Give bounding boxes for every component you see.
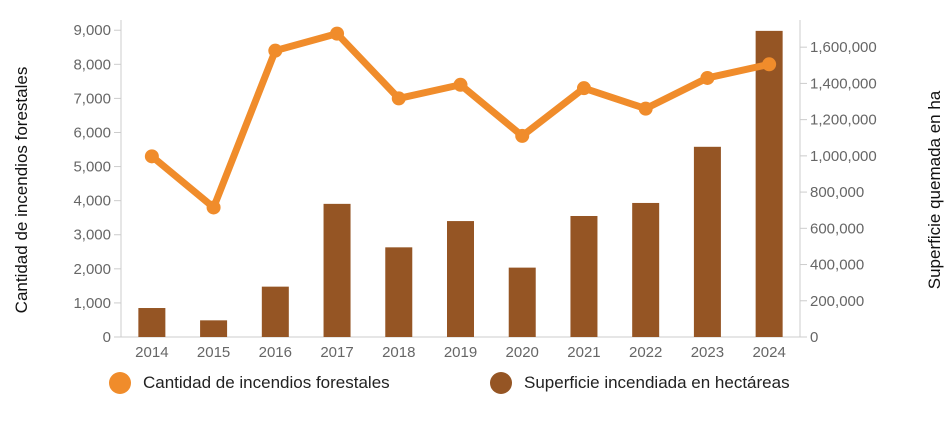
- right-tick-label: 0: [810, 329, 818, 346]
- line-point: [453, 77, 468, 92]
- bar-series: [138, 30, 783, 338]
- left-tick-label: 6,000: [73, 124, 111, 141]
- left-axis-title: Cantidad de incendios forestales: [12, 67, 31, 314]
- left-tick-label: 4,000: [73, 193, 111, 210]
- left-tick-label: 9,000: [73, 22, 111, 39]
- left-axis: 0 1,000 2,000 3,000 4,000 5,000 6,000 7,000 8,00…: [73, 20, 122, 346]
- line-point: [762, 57, 777, 72]
- right-tick-label: 400,000: [810, 257, 864, 274]
- bar: [138, 308, 166, 337]
- left-tick-label: 5,000: [73, 159, 111, 176]
- line-point: [144, 149, 159, 164]
- right-tick-label: 1,200,000: [810, 112, 877, 129]
- x-tick-label: 2019: [444, 344, 477, 361]
- right-tick-label: 800,000: [810, 184, 864, 201]
- bar: [570, 215, 598, 337]
- x-tick-label: 2018: [382, 344, 415, 361]
- line-point: [391, 91, 406, 106]
- bar: [508, 267, 536, 337]
- legend-swatch-bar: [490, 372, 512, 394]
- x-tick-label: 2022: [629, 344, 662, 361]
- left-tick-label: 7,000: [73, 90, 111, 107]
- x-tick-label: 2024: [752, 344, 785, 361]
- line-point: [576, 81, 591, 96]
- right-tick-label: 600,000: [810, 220, 864, 237]
- line-point: [638, 101, 653, 116]
- left-tick-label: 0: [103, 329, 111, 346]
- bar: [632, 202, 660, 337]
- right-tick-label: 1,000,000: [810, 148, 877, 165]
- left-tick-label: 8,000: [73, 56, 111, 73]
- line-point: [700, 70, 715, 85]
- x-tick-label: 2020: [506, 344, 539, 361]
- right-tick-label: 200,000: [810, 293, 864, 310]
- bar: [261, 286, 289, 337]
- x-tick-label: 2015: [197, 344, 230, 361]
- line-point: [268, 43, 283, 58]
- right-axis: 0 200,000 400,000 600,000 800,000 1,000,000 1,…: [799, 20, 877, 346]
- bar: [693, 146, 721, 337]
- x-tick-label: 2021: [567, 344, 600, 361]
- bar: [755, 30, 783, 338]
- x-tick-label: 2017: [320, 344, 353, 361]
- line-point: [330, 26, 345, 41]
- x-tick-label: 2023: [691, 344, 724, 361]
- bar: [200, 320, 228, 337]
- legend-item-line: Cantidad de incendios forestales: [109, 372, 390, 394]
- right-tick-label: 1,400,000: [810, 75, 877, 92]
- line-point: [206, 200, 221, 215]
- left-tick-label: 3,000: [73, 227, 111, 244]
- right-axis-title: Superficie quemada en ha: [925, 90, 944, 289]
- legend-swatch-line: [109, 372, 131, 394]
- bar: [385, 247, 413, 337]
- x-tick-label: 2016: [259, 344, 292, 361]
- legend-label-bar: Superficie incendiada en hectáreas: [524, 373, 790, 392]
- bar: [323, 203, 351, 337]
- x-tick-label: 2014: [135, 344, 168, 361]
- series-line: [148, 30, 773, 211]
- right-tick-label: 1,600,000: [810, 39, 877, 56]
- bar: [447, 221, 474, 337]
- left-tick-label: 2,000: [73, 261, 111, 278]
- line-point: [515, 128, 530, 143]
- x-axis: 2014 2015 2016 2017 2018 2019 2020 2021 2022 2023…: [121, 336, 800, 361]
- legend-label-line: Cantidad de incendios forestales: [143, 373, 390, 392]
- left-tick-label: 1,000: [73, 295, 111, 312]
- legend-item-bar: Superficie incendiada en hectáreas: [490, 372, 790, 394]
- line-series: [144, 26, 777, 215]
